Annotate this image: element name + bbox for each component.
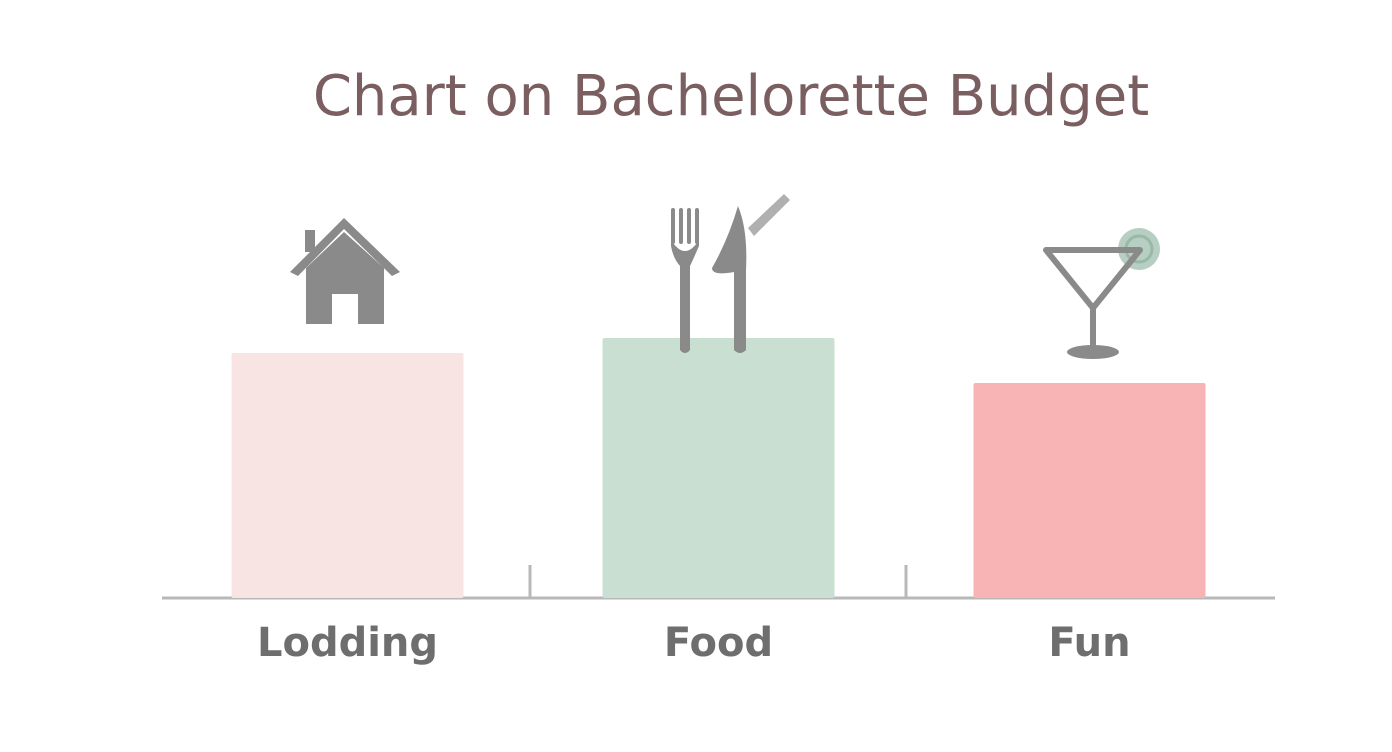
bar	[602, 338, 835, 598]
house-icon	[290, 218, 400, 324]
bar	[973, 383, 1206, 598]
cutlery-icon	[671, 194, 790, 353]
bar	[231, 353, 464, 598]
x-tick-label: Fun	[1048, 620, 1130, 666]
x-tick-label: Food	[664, 620, 773, 666]
chart-title: Chart on Bachelorette Budget	[313, 64, 1149, 129]
cocktail-icon	[1043, 228, 1160, 359]
x-tick-label: Lodding	[257, 620, 438, 666]
